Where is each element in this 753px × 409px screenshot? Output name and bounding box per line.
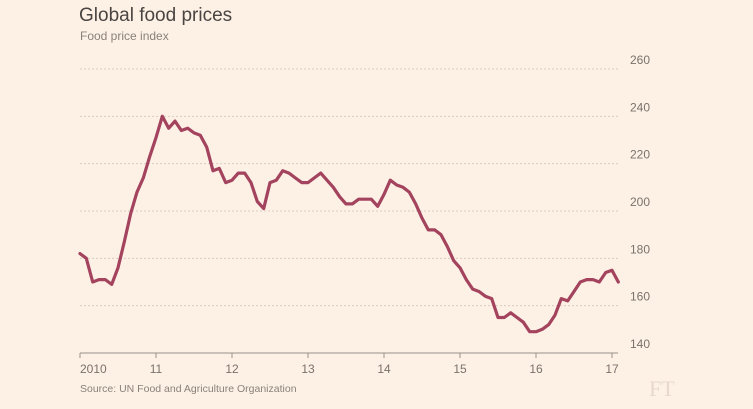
chart-title: Global food prices xyxy=(79,5,233,26)
y-tick-label: 220 xyxy=(630,148,650,162)
x-tick-label: 16 xyxy=(529,362,543,376)
y-tick-label: 260 xyxy=(630,53,650,67)
y-tick-label: 160 xyxy=(630,290,650,304)
x-tick-label: 14 xyxy=(377,362,391,376)
y-tick-label: 200 xyxy=(630,195,650,209)
x-tick-label: 11 xyxy=(150,362,163,376)
x-tick-label: 2010 xyxy=(80,362,107,376)
source-note: Source: UN Food and Agriculture Organiza… xyxy=(80,383,297,395)
chart-subtitle: Food price index xyxy=(80,29,169,43)
y-tick-label: 180 xyxy=(630,242,650,256)
ft-logo: FT xyxy=(649,376,675,401)
y-tick-label: 240 xyxy=(630,100,650,114)
x-tick-label: 12 xyxy=(225,362,239,376)
x-tick-label: 13 xyxy=(301,362,315,376)
x-tick-label: 17 xyxy=(605,362,619,376)
series-line xyxy=(78,114,620,334)
x-tick-label: 15 xyxy=(453,362,467,376)
y-tick-label: 140 xyxy=(630,337,650,351)
